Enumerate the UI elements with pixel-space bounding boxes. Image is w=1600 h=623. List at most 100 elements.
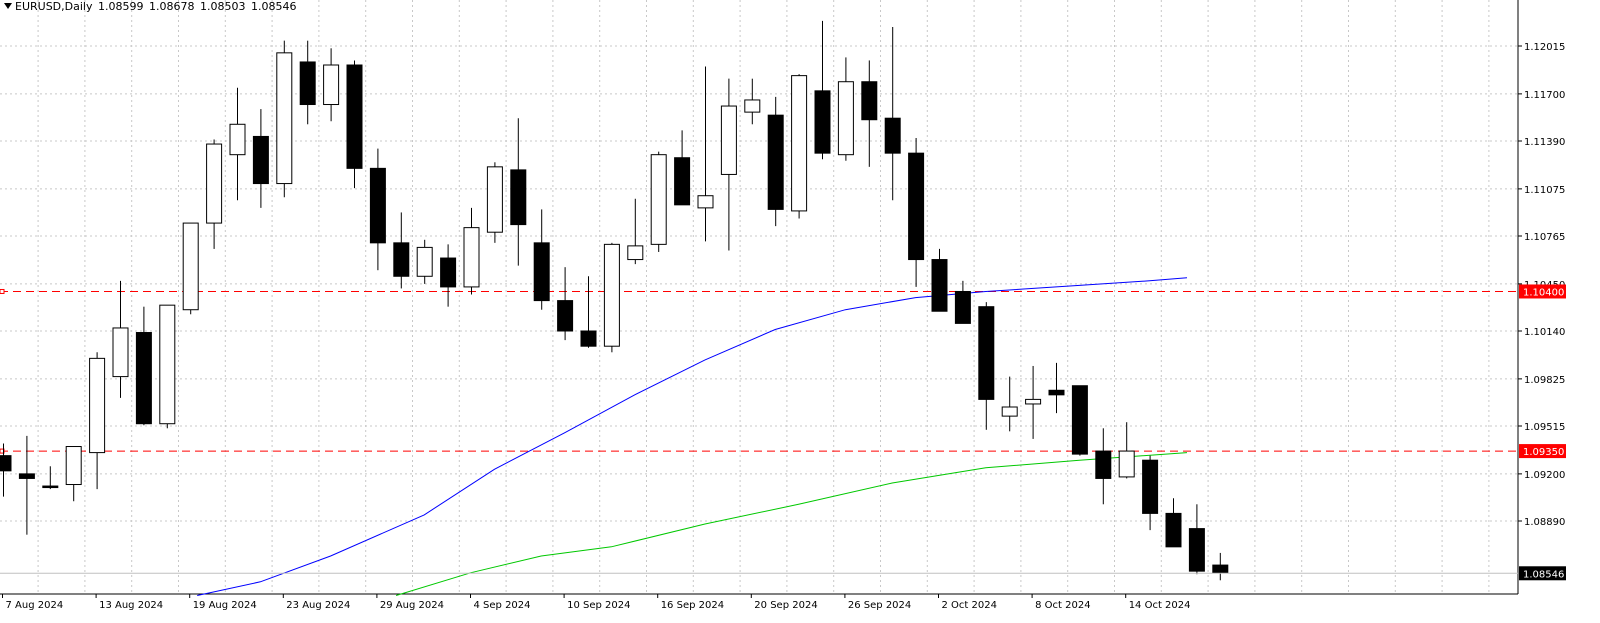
hline-price-box	[1519, 444, 1566, 459]
candle-body-up	[89, 357, 106, 454]
candle-body-up	[276, 52, 293, 185]
candle-body-up	[463, 227, 480, 288]
candle	[65, 446, 82, 502]
candle-body-down	[1048, 389, 1065, 396]
candle	[650, 151, 667, 252]
candle	[206, 139, 223, 249]
horizontal-lines	[0, 288, 1518, 454]
candle-body-down	[580, 330, 597, 347]
y-tick-label: 1.09825	[1524, 375, 1565, 386]
candle	[510, 118, 527, 266]
candle	[580, 276, 597, 348]
x-tick-label: 23 Aug 2024	[286, 600, 350, 611]
candle	[533, 209, 550, 310]
candle	[346, 60, 363, 189]
moving-averages	[197, 277, 1188, 596]
candle	[954, 280, 971, 324]
candle	[978, 302, 995, 430]
candle-body-down	[931, 259, 948, 312]
candle	[182, 222, 199, 315]
candle	[393, 212, 410, 289]
x-tick-label: 16 Sep 2024	[661, 600, 724, 611]
candle-body-down	[393, 242, 410, 277]
candle-body-down	[978, 306, 995, 400]
candle	[463, 207, 480, 295]
candle	[416, 239, 433, 284]
ma-blue-line	[197, 277, 1188, 596]
y-tick-label: 1.11390	[1524, 137, 1565, 148]
candle	[276, 40, 293, 198]
candle-body-up	[159, 304, 176, 425]
candle-body-down	[814, 90, 831, 154]
chart-grid	[0, 0, 1519, 595]
x-tick-label: 13 Aug 2024	[99, 600, 163, 611]
candle	[42, 466, 59, 490]
x-tick-label: 4 Sep 2024	[474, 600, 531, 611]
dropdown-triangle-icon[interactable]	[4, 3, 12, 9]
candle-body-up	[603, 243, 620, 347]
candle	[323, 48, 340, 122]
candle	[229, 87, 246, 201]
candle	[837, 57, 854, 161]
x-tick-label: 14 Oct 2024	[1129, 600, 1191, 611]
candle	[744, 78, 761, 125]
candle-body-down	[1071, 385, 1088, 455]
x-tick-label: 10 Sep 2024	[567, 600, 630, 611]
candle-body-down	[42, 485, 59, 489]
candle-body-up	[206, 143, 223, 224]
candle-body-up	[323, 64, 340, 106]
hline-anchor	[0, 288, 5, 294]
y-tick-label: 1.10140	[1524, 327, 1565, 338]
chart-header: EURUSD,Daily 1.08599 1.08678 1.08503 1.0…	[4, 0, 298, 13]
candle-body-up	[112, 327, 129, 378]
candle	[1188, 504, 1205, 575]
candle	[1212, 552, 1229, 581]
candle	[767, 96, 784, 227]
candle	[369, 148, 386, 271]
candle	[884, 27, 901, 201]
candle	[674, 130, 691, 206]
candle	[720, 78, 737, 251]
candle-body-down	[557, 300, 574, 332]
candle-body-up	[697, 195, 714, 209]
candle	[697, 66, 714, 242]
candle-body-up	[720, 105, 737, 175]
candle-body-down	[299, 61, 316, 106]
candle-body-down	[1188, 528, 1205, 572]
candle-body-down	[533, 242, 550, 302]
candle	[1095, 428, 1112, 505]
y-tick-label: 1.10765	[1524, 232, 1565, 243]
hline-price-box	[1519, 284, 1566, 299]
x-tick-label: 2 Oct 2024	[942, 600, 997, 611]
x-tick-label: 29 Aug 2024	[380, 600, 444, 611]
candle	[112, 280, 129, 398]
candle	[18, 435, 35, 535]
candle-body-down	[252, 135, 269, 185]
candle-body-down	[510, 169, 527, 226]
candle-body-down	[1165, 512, 1182, 548]
candle-body-up	[416, 246, 433, 277]
y-tick-label: 1.12015	[1524, 42, 1565, 53]
candle	[440, 244, 457, 307]
hline-price-label: 1.10400	[1523, 287, 1564, 298]
candle	[1001, 376, 1018, 432]
candle	[908, 137, 925, 287]
candle	[1048, 362, 1065, 414]
candle-body-down	[884, 117, 901, 154]
candle	[1165, 498, 1182, 548]
candle	[557, 267, 574, 341]
candle	[0, 443, 12, 497]
candle-body-down	[674, 157, 691, 206]
x-tick-label: 19 Aug 2024	[193, 600, 257, 611]
candle-body-down	[954, 290, 971, 324]
candle-body-up	[1001, 406, 1018, 417]
candle-body-down	[135, 332, 152, 425]
candlesticks	[0, 20, 1229, 581]
candle-body-down	[861, 81, 878, 121]
hline-price-label: 1.09350	[1523, 447, 1564, 458]
open-value: 1.08599	[97, 0, 144, 13]
candle	[252, 109, 269, 208]
candle-body-down	[1212, 564, 1229, 574]
current-price-box	[1519, 566, 1566, 581]
